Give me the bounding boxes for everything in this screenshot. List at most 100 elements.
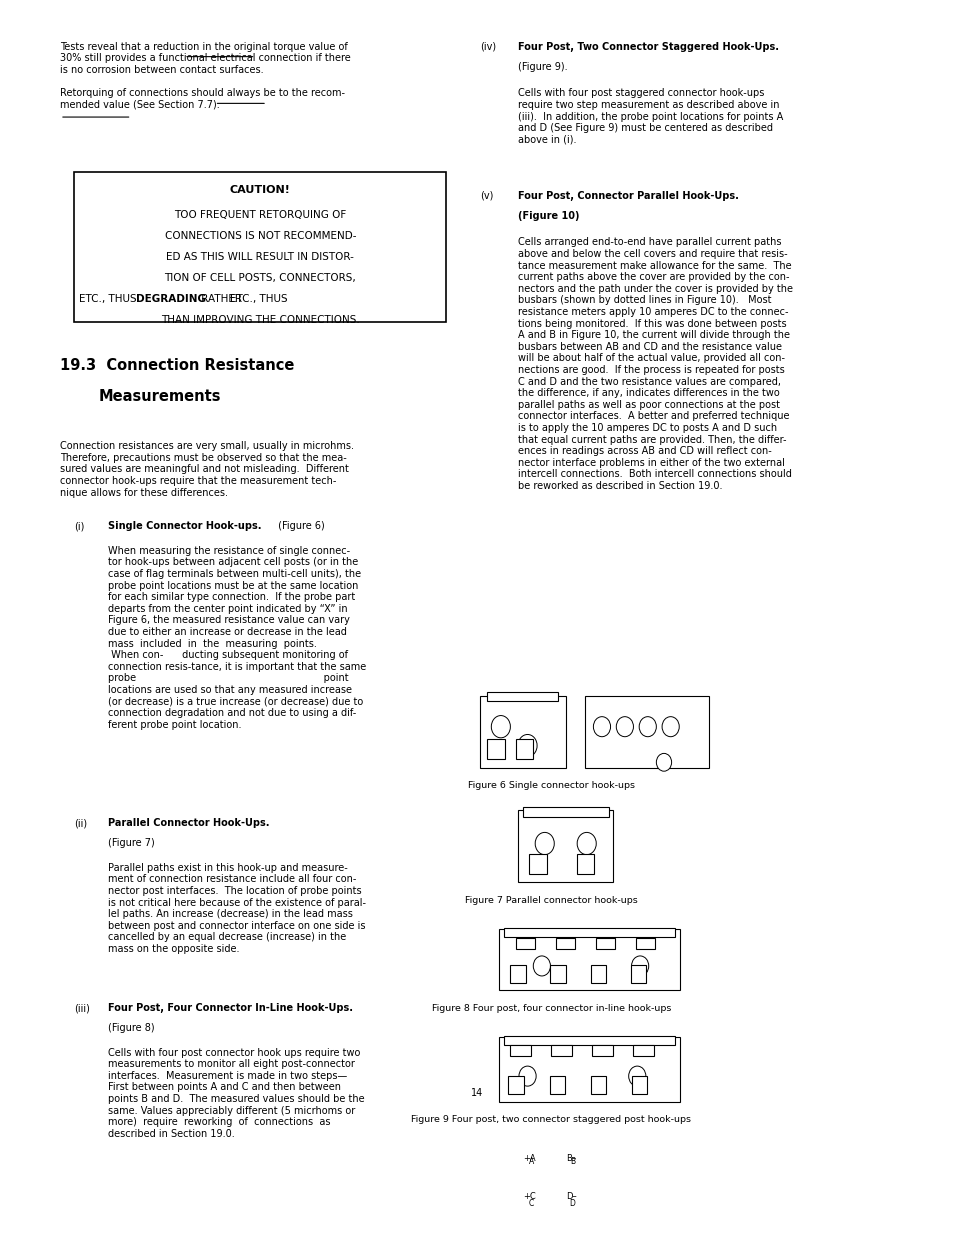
Text: (i): (i) [74, 521, 85, 531]
Text: Measurements: Measurements [98, 389, 220, 404]
FancyBboxPatch shape [479, 695, 565, 768]
Circle shape [639, 716, 656, 737]
FancyBboxPatch shape [550, 965, 565, 983]
Circle shape [535, 832, 554, 855]
Text: (Figure 8): (Figure 8) [108, 1023, 154, 1034]
Text: D–: D– [565, 1193, 576, 1202]
Circle shape [577, 832, 596, 855]
FancyBboxPatch shape [487, 739, 504, 760]
Text: +: + [500, 935, 507, 944]
Text: +: + [481, 701, 489, 711]
Text: Cells with four post staggered connector hook-ups
require two step measurement a: Cells with four post staggered connector… [517, 89, 782, 144]
Circle shape [661, 716, 679, 737]
Text: ETC., THUS  DEGRADING  RATHER: ETC., THUS DEGRADING RATHER [172, 294, 348, 304]
FancyBboxPatch shape [556, 939, 575, 950]
Text: (iv): (iv) [479, 42, 496, 52]
Text: (Figure 7): (Figure 7) [108, 839, 154, 848]
Text: Cells arranged end-to-end have parallel current paths
above and below the cell c: Cells arranged end-to-end have parallel … [517, 237, 792, 492]
Text: B–: B– [565, 1153, 576, 1163]
Text: B: B [569, 1157, 575, 1166]
Text: Four Post, Connector Parallel Hook-Ups.: Four Post, Connector Parallel Hook-Ups. [517, 190, 739, 201]
Circle shape [533, 956, 550, 976]
FancyBboxPatch shape [519, 1197, 543, 1210]
Text: Connection resistances are very small, usually in microhms.
Therefore, precautio: Connection resistances are very small, u… [60, 441, 354, 498]
Text: CAUTION!: CAUTION! [230, 185, 291, 195]
Text: +: + [500, 1042, 507, 1052]
Text: Single Connector Hook-ups.: Single Connector Hook-ups. [108, 521, 261, 531]
FancyBboxPatch shape [631, 1076, 646, 1094]
FancyBboxPatch shape [633, 1045, 654, 1056]
Text: DEGRADING: DEGRADING [136, 294, 206, 304]
FancyBboxPatch shape [74, 172, 446, 322]
Text: TION OF CELL POSTS, CONNECTORS,: TION OF CELL POSTS, CONNECTORS, [164, 273, 355, 283]
FancyBboxPatch shape [498, 929, 679, 990]
FancyBboxPatch shape [551, 1045, 572, 1056]
Text: ETC., THUS: ETC., THUS [230, 294, 291, 304]
Text: RATHER: RATHER [198, 294, 242, 304]
FancyBboxPatch shape [560, 1155, 584, 1168]
Text: When measuring the resistance of single connec-
tor hook-ups between adjacent ce: When measuring the resistance of single … [108, 546, 366, 730]
FancyBboxPatch shape [503, 1162, 516, 1176]
Text: (iii): (iii) [74, 1003, 91, 1013]
FancyBboxPatch shape [630, 965, 645, 983]
Text: –: – [670, 1042, 674, 1052]
Text: Cells with four post connector hook ups require two
measurements to monitor all : Cells with four post connector hook ups … [108, 1047, 364, 1139]
FancyBboxPatch shape [636, 939, 655, 950]
Text: (Figure 6): (Figure 6) [274, 521, 324, 531]
FancyBboxPatch shape [487, 692, 558, 701]
FancyBboxPatch shape [584, 695, 708, 768]
Text: 14: 14 [471, 1088, 482, 1098]
FancyBboxPatch shape [517, 810, 613, 883]
FancyBboxPatch shape [503, 1036, 675, 1045]
FancyBboxPatch shape [596, 939, 615, 950]
Text: A: A [522, 939, 528, 948]
Text: B: B [562, 939, 568, 948]
Text: Parallel Connector Hook-Ups.: Parallel Connector Hook-Ups. [108, 819, 269, 829]
FancyBboxPatch shape [549, 1076, 564, 1094]
Text: ETC., THUS: ETC., THUS [79, 294, 140, 304]
Text: (Figure 9).: (Figure 9). [517, 62, 567, 72]
Text: Tests reveal that a reduction in the original torque value of
30% still provides: Tests reveal that a reduction in the ori… [60, 42, 351, 75]
Text: (v): (v) [479, 190, 493, 201]
Text: Figure 6 Single connector hook-ups: Figure 6 Single connector hook-ups [467, 782, 635, 790]
Text: B: B [558, 1046, 564, 1055]
Circle shape [518, 1066, 536, 1086]
FancyBboxPatch shape [498, 1149, 679, 1231]
FancyBboxPatch shape [560, 1197, 584, 1210]
Circle shape [656, 753, 671, 771]
Circle shape [616, 716, 633, 737]
Text: A: A [517, 1046, 523, 1055]
Text: D: D [569, 1199, 575, 1208]
Text: Retorquing of connections should always be to the recom-
mended value (See Secti: Retorquing of connections should always … [60, 89, 345, 110]
FancyBboxPatch shape [660, 1162, 673, 1176]
FancyBboxPatch shape [516, 939, 535, 950]
FancyBboxPatch shape [519, 1155, 543, 1168]
FancyBboxPatch shape [660, 1200, 673, 1215]
Text: C: C [602, 939, 608, 948]
FancyBboxPatch shape [522, 806, 608, 816]
Text: ED AS THIS WILL RESULT IN DISTOR-: ED AS THIS WILL RESULT IN DISTOR- [166, 252, 354, 262]
FancyBboxPatch shape [590, 1076, 605, 1094]
FancyBboxPatch shape [503, 1200, 516, 1215]
Text: +: + [519, 815, 527, 826]
Text: Parallel paths exist in this hook-up and measure-
ment of connection resistance : Parallel paths exist in this hook-up and… [108, 863, 365, 955]
Text: CONNECTIONS IS NOT RECOMMEND-: CONNECTIONS IS NOT RECOMMEND- [165, 231, 355, 241]
Text: Figure 8 Four post, four connector in-line hook-ups: Figure 8 Four post, four connector in-li… [432, 1004, 670, 1013]
FancyBboxPatch shape [508, 1076, 523, 1094]
Text: Four Post, Four Connector In-Line Hook-Ups.: Four Post, Four Connector In-Line Hook-U… [108, 1003, 353, 1013]
Text: TOO FREQUENT RETORQUING OF: TOO FREQUENT RETORQUING OF [174, 210, 346, 220]
Text: C: C [528, 1199, 534, 1208]
Text: D: D [642, 939, 648, 948]
FancyBboxPatch shape [498, 1037, 679, 1102]
Circle shape [628, 1066, 645, 1086]
Circle shape [517, 735, 537, 757]
Text: +C: +C [522, 1193, 535, 1202]
Circle shape [491, 715, 510, 737]
FancyBboxPatch shape [510, 1045, 531, 1056]
Text: +A: +A [522, 1153, 535, 1163]
Text: Figure 9 Four post, two connector staggered post hook-ups: Figure 9 Four post, two connector stagge… [411, 1115, 691, 1124]
Text: –: – [670, 935, 674, 944]
FancyBboxPatch shape [510, 965, 525, 983]
Text: C–: C– [679, 760, 688, 766]
Text: Four Post, Two Connector Staggered Hook-Ups.: Four Post, Two Connector Staggered Hook-… [517, 42, 779, 52]
